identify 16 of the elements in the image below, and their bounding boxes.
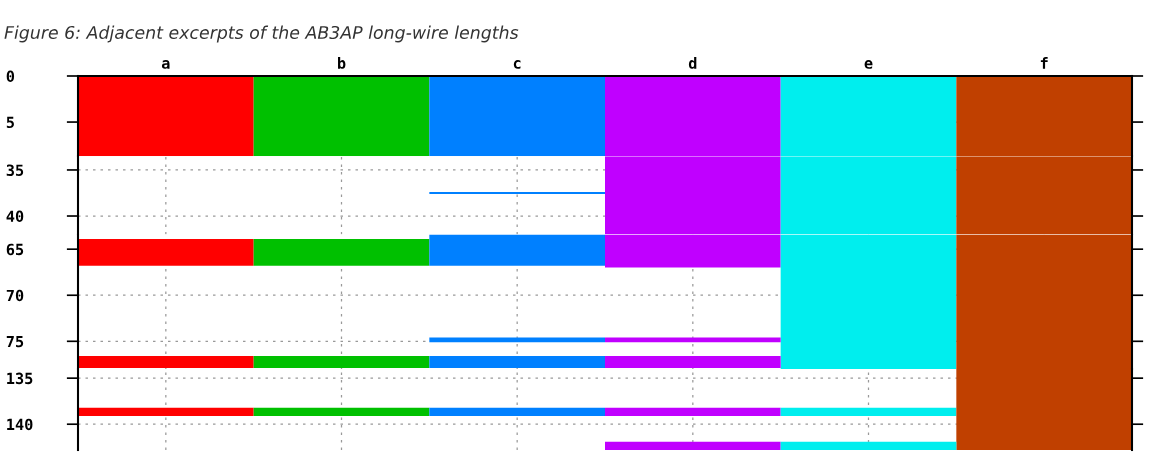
x-tick-label: a xyxy=(161,60,170,69)
x-tick-label: d xyxy=(688,57,697,69)
y-tick-label: 5 xyxy=(6,116,14,129)
y-tick-label: 135 xyxy=(7,372,33,385)
x-tick-label: c xyxy=(513,60,521,69)
x-tick-label: e xyxy=(864,60,873,69)
y-tick-label: 65 xyxy=(6,243,24,256)
y-tick-label: 40 xyxy=(6,210,24,223)
y-tick-label: 140 xyxy=(7,418,33,431)
chart-title: Figure 6: Adjacent excerpts of the AB3AP long-wire lengths xyxy=(4,25,519,43)
y-tick-label: 0 xyxy=(6,70,15,83)
y-tick-label: 35 xyxy=(6,164,24,176)
y-tick-label: 75 xyxy=(6,335,24,348)
y-tick-label: 70 xyxy=(6,289,24,302)
x-tick-label: b xyxy=(338,57,346,69)
x-tick-label: f xyxy=(1040,57,1048,69)
